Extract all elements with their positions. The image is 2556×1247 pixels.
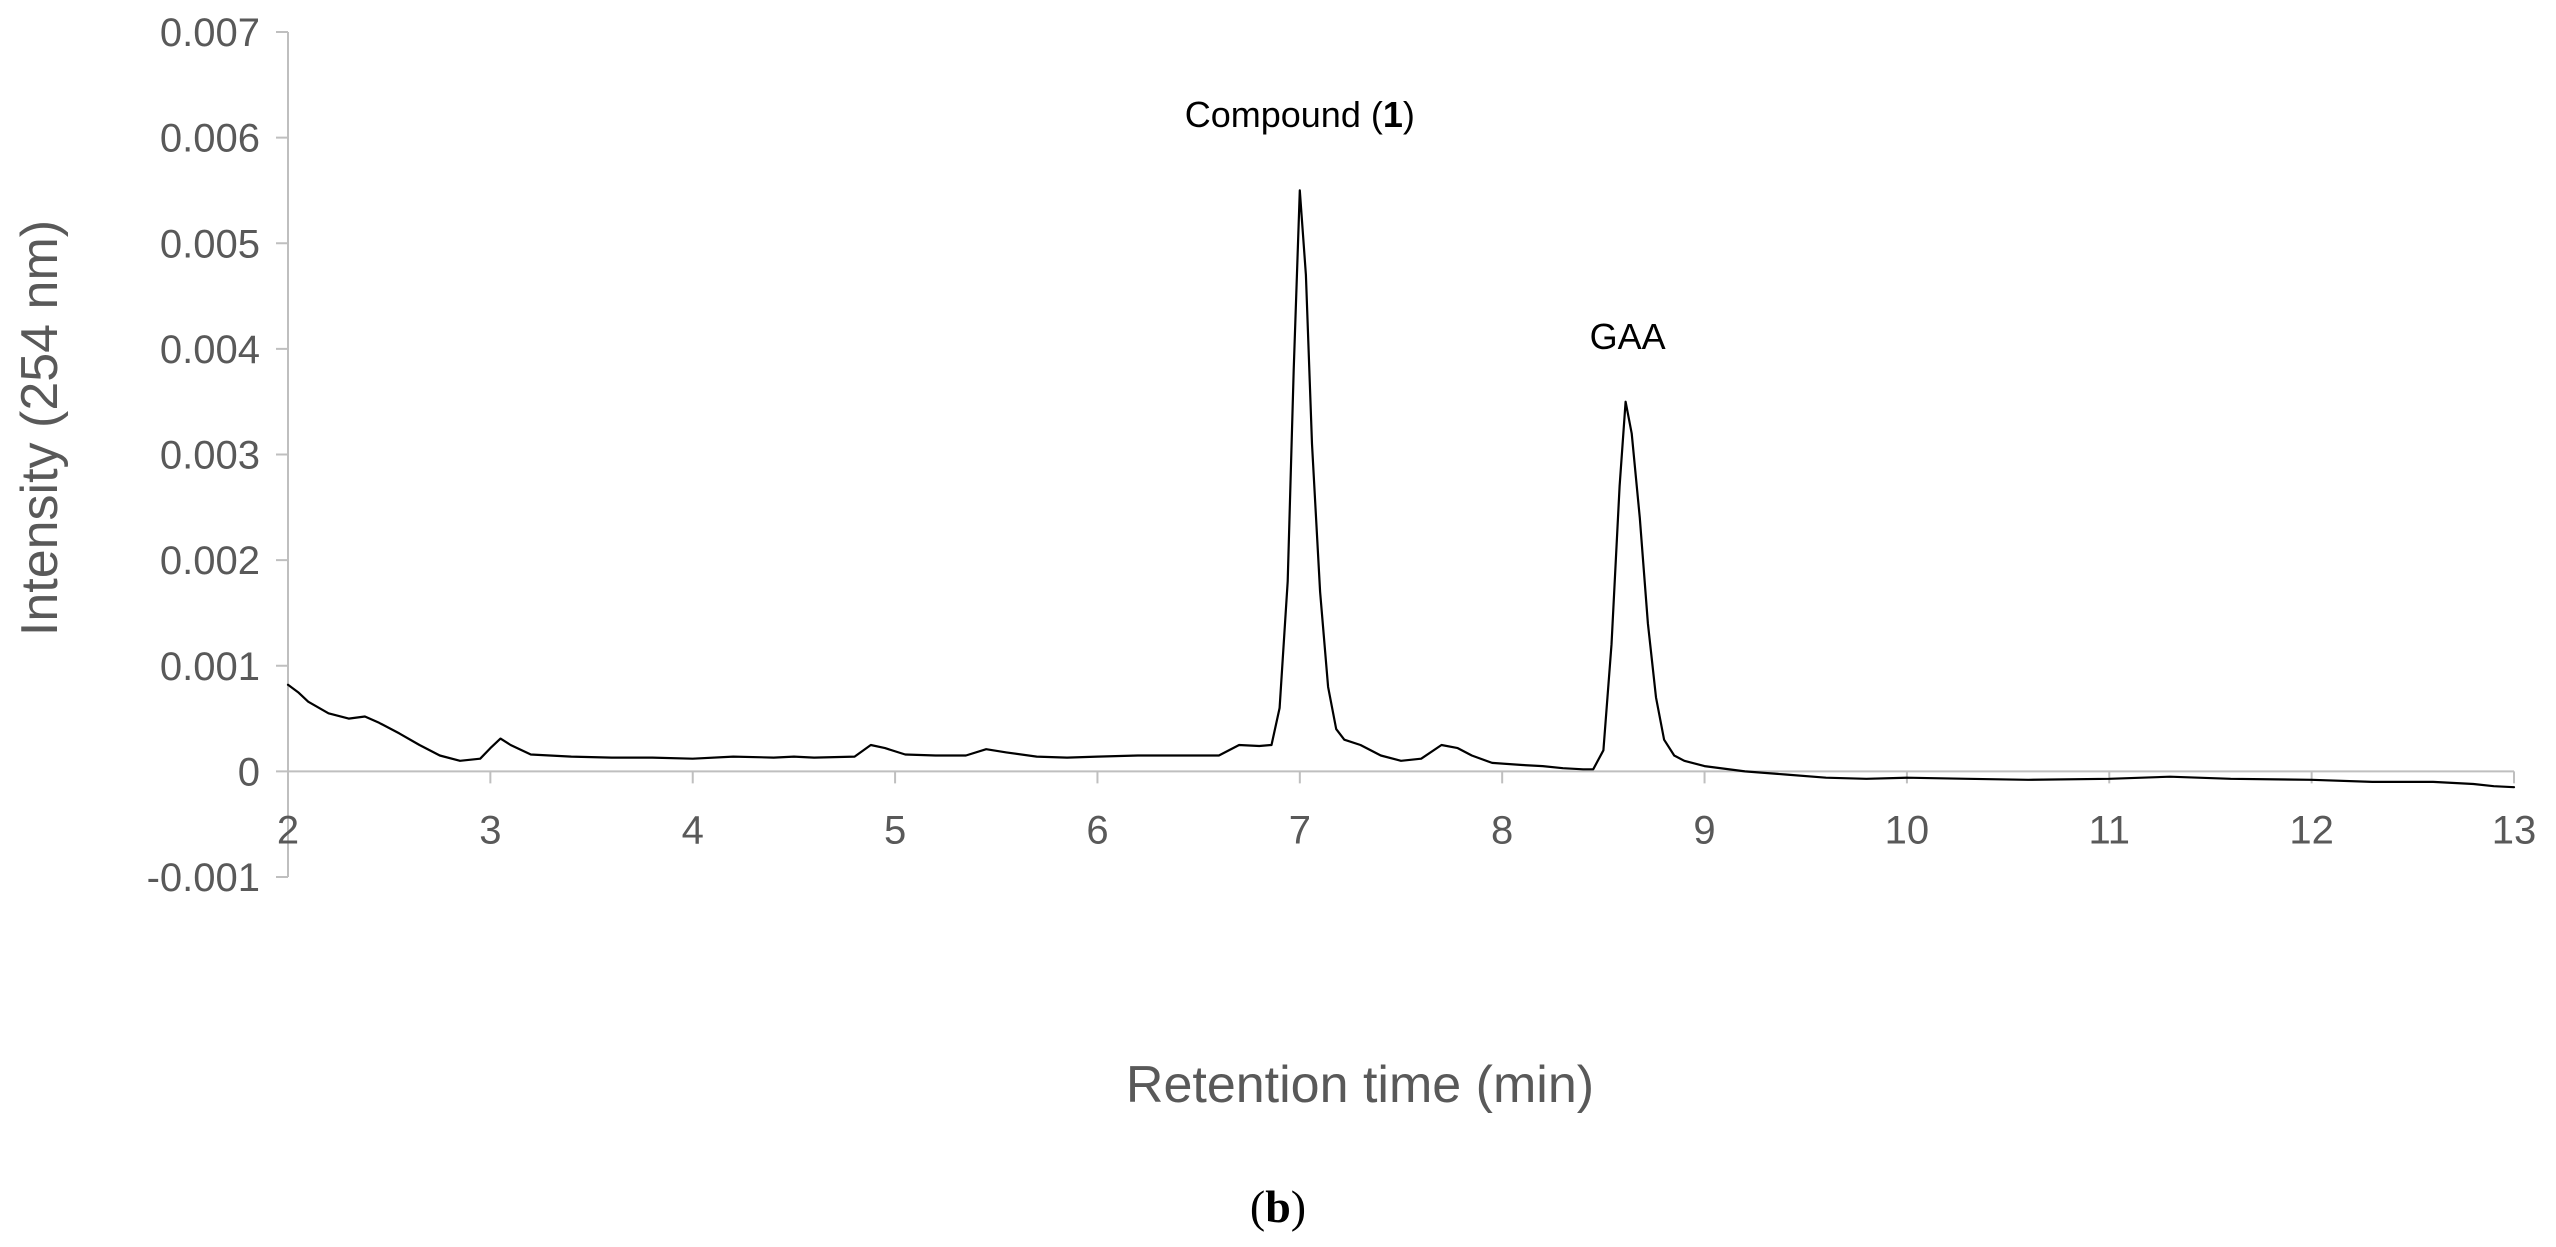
y-tick-label: 0.005: [160, 222, 260, 266]
x-tick-label: 10: [1885, 808, 1930, 852]
x-axis-title: Retention time (min): [1126, 1056, 1594, 1114]
x-tick-label: 9: [1693, 808, 1715, 852]
y-axis: -0.001 0 0.001 0.002 0.003 0.004 0.005 0.006 0.0…: [147, 11, 289, 900]
y-axis-title: Intensity (254 nm): [11, 220, 69, 636]
y-tick-label: -0.001: [147, 856, 260, 900]
annotation-compound-1: Compound (1): [1185, 94, 1415, 135]
annotation-compound-suffix: ): [1403, 94, 1415, 135]
plot-series: [286, 189, 2516, 789]
x-tick-label: 12: [2289, 808, 2334, 852]
y-tick-label: 0.007: [160, 11, 260, 55]
x-tick-label: 7: [1289, 808, 1311, 852]
panel-label-close: ): [1291, 1181, 1306, 1232]
y-tick-label: 0: [238, 750, 260, 794]
y-tick-label: 0.001: [160, 645, 260, 689]
x-tick-label: 4: [682, 808, 704, 852]
x-tick-label: 3: [479, 808, 501, 852]
x-tick-label: 6: [1086, 808, 1108, 852]
annotation-compound-number: 1: [1383, 94, 1403, 135]
panel-label-open: (: [1250, 1181, 1265, 1232]
chromatogram-series-line: [286, 189, 2516, 789]
x-tick-label: 2: [277, 808, 299, 852]
panel-label: (b): [1250, 1181, 1306, 1232]
y-tick-label: 0.004: [160, 328, 260, 372]
x-axis: 2 3 4 5 6 7 8 9 10 11 12 13: [277, 770, 2537, 852]
y-tick-label: 0.003: [160, 434, 260, 478]
y-tick-label: 0.006: [160, 117, 260, 161]
x-tick-label: 5: [884, 808, 906, 852]
y-tick-label: 0.002: [160, 539, 260, 583]
x-tick-label: 11: [2089, 808, 2131, 852]
x-tick-label: 8: [1491, 808, 1513, 852]
annotation-compound-prefix: Compound (: [1185, 94, 1383, 135]
panel-label-letter: b: [1265, 1181, 1291, 1232]
annotation-gaa: GAA: [1590, 316, 1666, 357]
x-tick-label: 13: [2492, 808, 2537, 852]
